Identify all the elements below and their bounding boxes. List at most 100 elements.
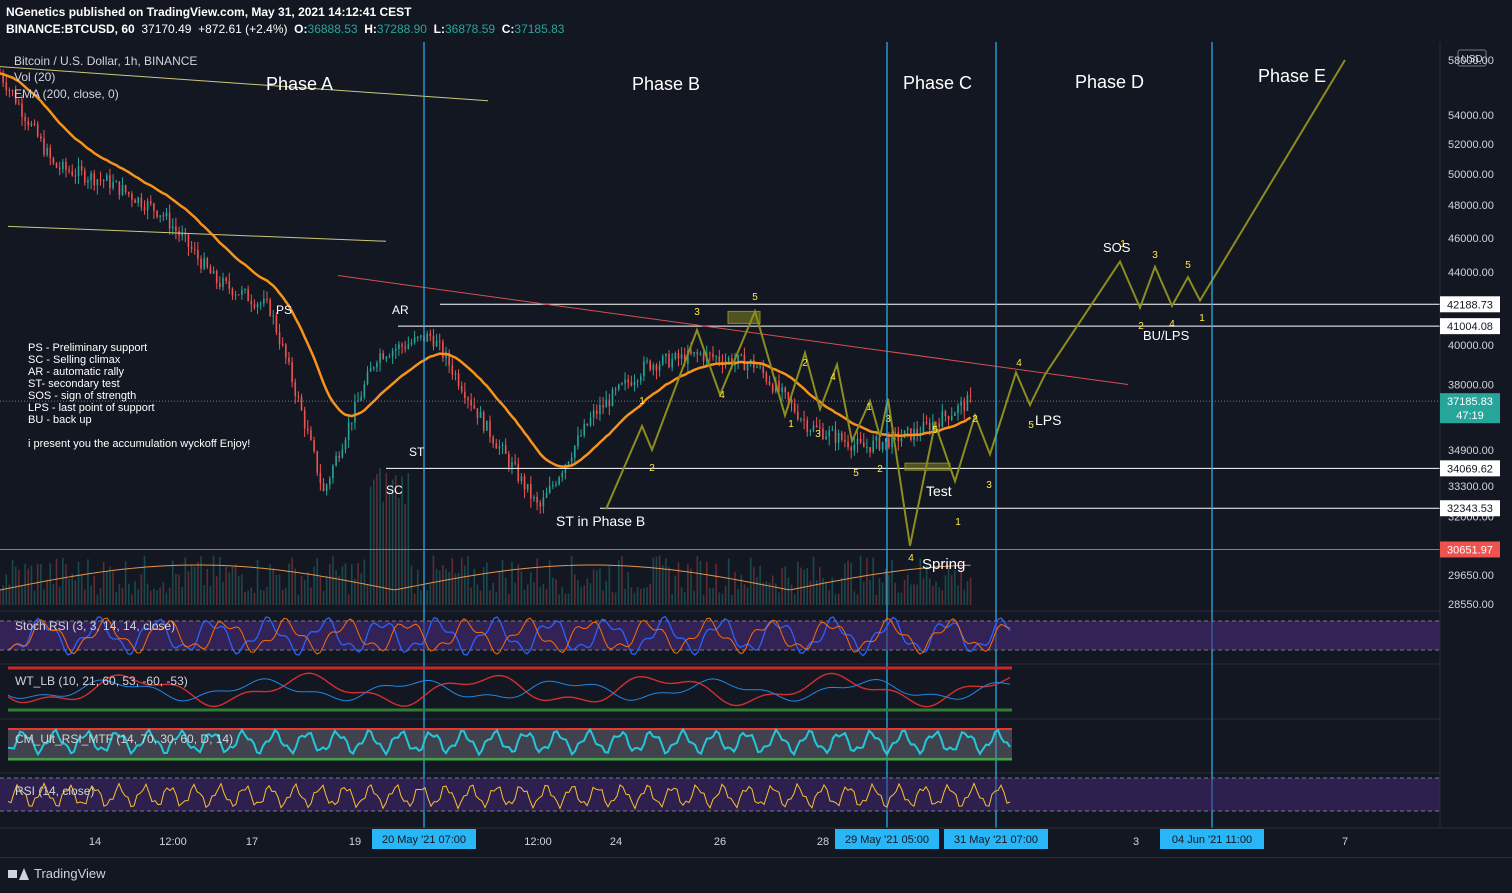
volume-bar [542, 583, 545, 605]
volume-bar [517, 564, 520, 605]
price-ticks: 58000.00 54000.00 52000.00 50000.00 48000.00… [1448, 55, 1494, 611]
time-tick: 28 [817, 836, 829, 848]
volume-bar [636, 586, 639, 605]
volume-bar [231, 567, 234, 605]
volume-bar [800, 567, 802, 605]
price-tick: 52000.00 [1448, 139, 1494, 151]
volume-bar [143, 556, 146, 605]
candle-body [828, 430, 831, 437]
candle-body [944, 411, 947, 417]
candle-body [545, 492, 548, 498]
volume-bar [137, 589, 140, 605]
wave-number: 5 [1185, 260, 1191, 271]
candle-body [825, 436, 827, 439]
candle-body [105, 175, 108, 181]
candle-body [818, 426, 821, 429]
candle-body [643, 361, 645, 377]
candle-body [859, 438, 862, 443]
candle-body [288, 357, 290, 363]
candle-body [448, 352, 450, 366]
candle-body [822, 428, 824, 439]
candle-body [878, 436, 881, 450]
time-tag [944, 829, 1048, 849]
volume-bar [775, 583, 777, 605]
volume-bar [354, 578, 356, 605]
candle-body [316, 451, 319, 473]
candle-body [212, 271, 215, 274]
candle-body [671, 358, 673, 368]
candle-body [96, 179, 99, 186]
candle-body [102, 180, 105, 182]
label-st-phase-b: ST in Phase B [556, 513, 645, 529]
candle-body [894, 432, 896, 434]
volume-bar [530, 571, 532, 605]
price-chart[interactable]: 1 2 3 4 5 1 2 3 4 5 1 2 3 4 5 1 2 3 4 5 1 2 3 4 5 1 Stoch RSI (3,… [0, 0, 1512, 857]
candle-body [614, 389, 617, 391]
volume-bar [241, 574, 243, 605]
volume-bar [187, 571, 190, 605]
candle-body [55, 162, 58, 168]
candle-body [548, 485, 551, 493]
volume-bar [382, 501, 384, 605]
candle-body [244, 289, 246, 291]
volume-bar [784, 566, 787, 605]
volume-bar [244, 591, 246, 605]
last-price: 37170.49 [141, 22, 192, 36]
volume-bar [715, 563, 717, 605]
candle-body [875, 436, 878, 441]
candle-body [420, 335, 422, 337]
price-tag-value: 32343.53 [1447, 503, 1493, 515]
wave-number: 3 [815, 429, 821, 440]
volume-bar [718, 592, 721, 605]
volume-bar [426, 590, 428, 605]
volume-bar [347, 594, 350, 605]
volume-bar [0, 589, 1, 605]
candle-body [960, 401, 962, 406]
price-axis[interactable] [1440, 42, 1512, 857]
volume-bar [197, 561, 199, 605]
candle-body [932, 422, 934, 431]
price-tick: 58000.00 [1448, 55, 1494, 67]
time-tag-label: 29 May '21 05:00 [845, 834, 929, 846]
tradingview-logo[interactable]: TradingView [8, 866, 106, 881]
volume-bar [935, 581, 937, 605]
time-tag-label: 31 May '21 07:00 [954, 834, 1038, 846]
volume-bar [878, 578, 881, 605]
price-tag-value: 34069.62 [1447, 463, 1493, 475]
volume-bar [639, 589, 642, 605]
volume-bar [401, 476, 403, 605]
volume-bar [58, 587, 61, 605]
candle-body [241, 290, 243, 295]
candle-body [680, 354, 683, 359]
candle-body [699, 353, 702, 355]
volume-bar [398, 498, 400, 605]
volume-bar [954, 570, 956, 605]
volume-bar [171, 560, 174, 605]
publish-line: NGenetics published on TradingView.com, … [6, 5, 412, 19]
candle-body [950, 415, 953, 420]
volume-bar [693, 590, 695, 605]
candle-body [77, 166, 80, 176]
price-tick: 50000.00 [1448, 169, 1494, 181]
volume-bar [809, 580, 812, 605]
candle-body [963, 401, 966, 411]
volume-bar [966, 580, 969, 605]
volume-bar [80, 574, 83, 605]
volume-bar [567, 593, 570, 605]
note-line: PS - Preliminary support [28, 342, 147, 354]
candle-body [762, 366, 765, 374]
volume-bar [297, 594, 300, 605]
time-tick: 12:00 [524, 836, 552, 848]
currency-badge[interactable] [1457, 49, 1487, 67]
volume-bar [514, 582, 516, 605]
currency-label: USD [1461, 54, 1482, 65]
candle-body [115, 181, 118, 183]
volume-bar [555, 579, 557, 605]
candle-body [137, 197, 140, 204]
volume-bar [910, 584, 912, 605]
candle-body [520, 476, 523, 481]
candle-body [90, 173, 92, 181]
candle-body [884, 438, 887, 442]
candle-body [335, 455, 337, 466]
candle-body [577, 435, 579, 446]
